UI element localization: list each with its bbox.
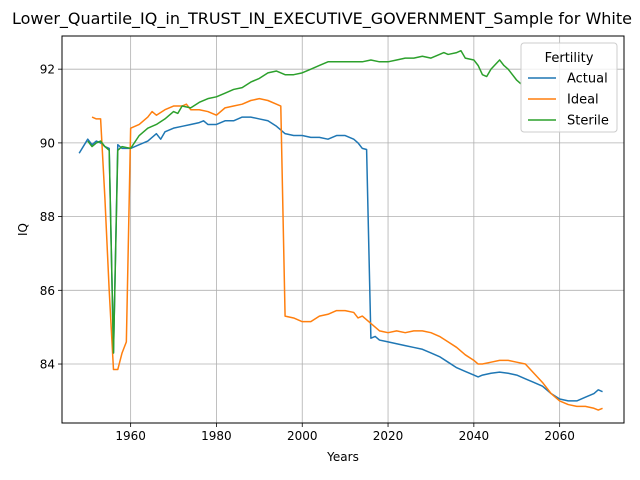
legend-label-actual: Actual: [567, 72, 608, 87]
y-axis-label: IQ: [16, 223, 30, 236]
legend-box: [520, 42, 618, 133]
series-line-sterile: [87, 49, 522, 354]
chart-title: Lower_Quartile_IQ_in_TRUST_IN_EXECUTIVE_…: [12, 9, 632, 29]
x-tick-label: 2000: [287, 429, 318, 443]
legend: Fertility Actual Ideal Sterile: [520, 42, 618, 133]
x-axis-label: Years: [326, 450, 359, 464]
x-tick-label: 1960: [115, 429, 146, 443]
y-tick-label: 90: [40, 136, 55, 150]
x-tick-label: 2060: [544, 429, 575, 443]
x-tick-label: 2020: [373, 429, 404, 443]
y-tick-label: 88: [40, 210, 55, 224]
y-tick-label: 86: [40, 284, 55, 298]
legend-title: Fertility: [545, 51, 594, 66]
series-line-ideal: [91, 97, 603, 411]
x-axis: 1960 1980 2000 2020 2040 2060: [115, 423, 575, 443]
plot-frame: [61, 35, 625, 424]
legend-label-ideal: Ideal: [567, 93, 599, 108]
x-tick-label: 1980: [201, 429, 232, 443]
y-tick-label: 84: [40, 358, 55, 372]
series-line-actual: [78, 116, 603, 402]
legend-label-sterile: Sterile: [567, 114, 609, 129]
y-tick-label: 92: [40, 63, 55, 77]
series-layer: [78, 49, 603, 411]
x-tick-label: 2040: [459, 429, 490, 443]
legend-items: Actual Ideal Sterile: [528, 72, 609, 129]
y-axis: 84 86 88 90 92: [40, 63, 62, 372]
